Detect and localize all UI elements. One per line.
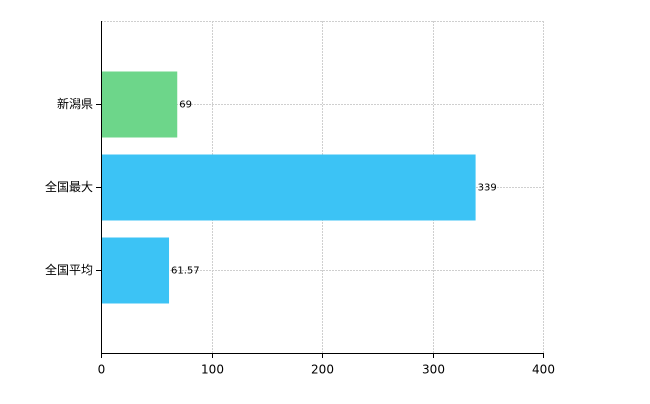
bar [101, 154, 476, 221]
x-tick-label: 300 [422, 363, 445, 377]
data-label: 61.57 [171, 266, 200, 277]
data-label: 339 [478, 183, 497, 194]
x-tick-label: 0 [98, 363, 106, 377]
x-tick-label: 200 [311, 363, 334, 377]
bar [101, 71, 178, 138]
x-tick-label: 400 [532, 363, 555, 377]
x-tick-label: 100 [201, 363, 224, 377]
y-tick-label: 全国最大 [45, 179, 93, 194]
y-tick-label: 新潟県 [57, 96, 93, 111]
data-label: 69 [179, 100, 192, 111]
y-tick-label: 全国平均 [45, 262, 93, 277]
bar [101, 237, 170, 304]
